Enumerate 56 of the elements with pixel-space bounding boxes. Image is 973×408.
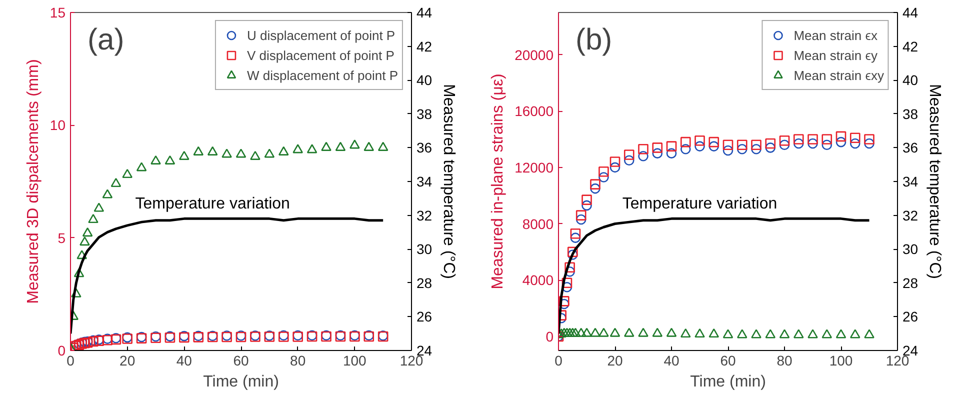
y2-tick-label: 34 xyxy=(416,174,432,190)
x-axis-title: Time (min) xyxy=(203,374,279,390)
y-tick-label: 15 xyxy=(50,4,66,20)
y2-tick-label: 26 xyxy=(902,308,918,325)
y2-tick-label: 32 xyxy=(416,207,432,224)
y-axis-title: Measured in-plane strains (με) xyxy=(490,74,507,290)
y-tick-label: 16000 xyxy=(514,103,554,120)
y2-tick-label: 40 xyxy=(902,72,918,88)
y-tick-label: 0 xyxy=(546,328,554,344)
y2-axis-title: Measured temperature (°C) xyxy=(440,84,458,279)
y2-tick-label: 42 xyxy=(416,38,432,54)
annotation: (b) xyxy=(575,23,612,56)
y2-tick-label: 40 xyxy=(416,72,432,88)
y2-tick-label: 42 xyxy=(902,38,918,54)
legend-label: Mean strain ϵxy xyxy=(794,67,884,83)
x-tick-label: 20 xyxy=(607,352,623,368)
x-tick-label: 100 xyxy=(829,352,853,368)
y2-tick-label: 28 xyxy=(902,274,918,291)
y-tick-label: 20000 xyxy=(514,46,554,63)
y-tick-label: 12000 xyxy=(514,159,554,176)
legend-label: Mean strain ϵx xyxy=(794,27,878,43)
y2-axis-title: Measured temperature (°C) xyxy=(926,84,944,279)
legend-label: V displacement of point P xyxy=(246,47,394,63)
y2-tick-label: 44 xyxy=(902,4,918,20)
y-tick-label: 8000 xyxy=(522,216,554,232)
y2-tick-label: 28 xyxy=(416,274,432,291)
y-tick-label: 5 xyxy=(58,230,66,246)
x-tick-label: 40 xyxy=(664,352,680,368)
y-axis-title: Measured 3D dispalcements (mm) xyxy=(24,59,42,304)
x-tick-label: 60 xyxy=(720,352,736,368)
y2-tick-label: 38 xyxy=(416,106,432,122)
annotation: (a) xyxy=(88,23,124,56)
y2-tick-label: 36 xyxy=(416,140,432,156)
x-tick-label: 80 xyxy=(290,352,306,368)
x-tick-label: 40 xyxy=(176,352,192,368)
y2-tick-label: 30 xyxy=(902,241,918,258)
y-tick-label: 4000 xyxy=(522,272,554,288)
x-axis-title: Time (min) xyxy=(690,374,766,390)
legend-label: Mean strain ϵy xyxy=(794,47,878,63)
y2-tick-label: 44 xyxy=(416,4,432,20)
y2-tick-label: 38 xyxy=(902,106,918,122)
x-tick-label: 100 xyxy=(342,352,367,368)
x-tick-label: 80 xyxy=(776,352,792,368)
series-label: Temperature variation xyxy=(135,196,290,213)
y-tick-label: 10 xyxy=(50,117,66,134)
series-label: Temperature variation xyxy=(622,196,778,213)
y2-tick-label: 30 xyxy=(416,241,432,258)
legend-label: W displacement of point P xyxy=(246,67,398,83)
y2-tick-label: 36 xyxy=(902,140,918,156)
x-tick-label: 20 xyxy=(120,352,136,368)
y2-tick-label: 26 xyxy=(416,308,432,325)
y2-tick-label: 32 xyxy=(902,207,918,224)
y2-tick-label: 34 xyxy=(902,174,918,190)
x-tick-label: 60 xyxy=(233,352,249,368)
legend-label: U displacement of point P xyxy=(246,27,396,43)
y-tick-label: 0 xyxy=(58,342,66,358)
